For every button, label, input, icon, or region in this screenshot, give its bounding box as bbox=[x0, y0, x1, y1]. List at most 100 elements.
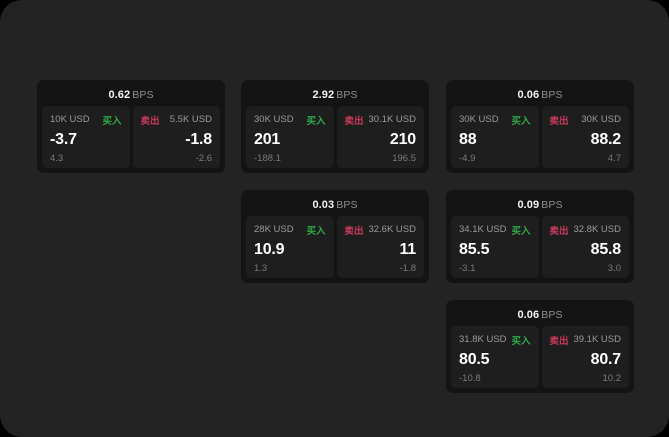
bps-unit: BPS bbox=[336, 89, 358, 101]
sell-action-label[interactable]: 卖出 bbox=[549, 115, 569, 127]
buy-size-label: 30K USD bbox=[459, 114, 499, 125]
card-body: 30K USD 买入 201 -188.1 卖出 30.1K USD 210 1… bbox=[246, 106, 424, 168]
buy-price: 85.5 bbox=[459, 241, 490, 258]
bps-value: 0.03 bbox=[312, 199, 335, 211]
quote-card[interactable]: 0.03 BPS 28K USD 买入 10.9 1.3 卖出 bbox=[241, 190, 429, 283]
buy-side-header: 30K USD 买入 bbox=[459, 113, 531, 127]
card-body: 10K USD 买入 -3.7 4.3 卖出 5.5K USD -1.8 -2.… bbox=[42, 106, 220, 168]
sell-delta: 3.0 bbox=[607, 263, 621, 274]
card-body: 34.1K USD 买入 85.5 -3.1 卖出 32.8K USD 85.8… bbox=[451, 216, 629, 278]
bps-value: 0.06 bbox=[517, 89, 540, 101]
card-header: 0.06 BPS bbox=[451, 85, 629, 102]
buy-side-panel[interactable]: 30K USD 买入 201 -188.1 bbox=[246, 106, 334, 168]
sell-side-header: 卖出 32.8K USD bbox=[549, 223, 622, 237]
sell-side-panel[interactable]: 卖出 32.6K USD 11 -1.8 bbox=[336, 216, 424, 278]
quote-card[interactable]: 0.06 BPS 30K USD 买入 88 -4.9 卖出 bbox=[446, 80, 634, 173]
buy-action-label[interactable]: 买入 bbox=[306, 225, 326, 237]
quote-card[interactable]: 0.09 BPS 34.1K USD 买入 85.5 -3.1 卖出 bbox=[446, 190, 634, 283]
bps-value: 0.62 bbox=[108, 89, 131, 101]
card-header: 0.09 BPS bbox=[451, 195, 629, 212]
sell-delta: -1.8 bbox=[399, 263, 416, 274]
bps-value: 0.09 bbox=[517, 199, 540, 211]
buy-price: 88 bbox=[459, 131, 477, 148]
buy-delta: -10.8 bbox=[459, 373, 481, 384]
sell-size-label: 30K USD bbox=[581, 114, 621, 125]
sell-delta: 10.2 bbox=[602, 373, 622, 384]
quote-column-2: 2.92 BPS 30K USD 买入 201 -188.1 卖出 bbox=[241, 80, 429, 300]
card-header: 0.06 BPS bbox=[451, 305, 629, 322]
sell-side-header: 卖出 32.6K USD bbox=[344, 223, 417, 237]
buy-delta: -3.1 bbox=[459, 263, 476, 274]
sell-side-panel[interactable]: 卖出 30.1K USD 210 196.5 bbox=[336, 106, 424, 168]
quote-column-1: 0.62 BPS 10K USD 买入 -3.7 4.3 卖出 bbox=[37, 80, 225, 190]
sell-size-label: 39.1K USD bbox=[573, 334, 621, 345]
buy-size-label: 34.1K USD bbox=[459, 224, 507, 235]
buy-delta: 1.3 bbox=[254, 263, 268, 274]
card-header: 0.03 BPS bbox=[246, 195, 424, 212]
bps-unit: BPS bbox=[132, 89, 154, 101]
card-body: 30K USD 买入 88 -4.9 卖出 30K USD 88.2 4.7 bbox=[451, 106, 629, 168]
sell-delta: 196.5 bbox=[392, 153, 416, 164]
card-body: 31.8K USD 买入 80.5 -10.8 卖出 39.1K USD 80.… bbox=[451, 326, 629, 388]
buy-price: 201 bbox=[254, 131, 281, 148]
sell-side-header: 卖出 5.5K USD bbox=[140, 113, 213, 127]
quote-card[interactable]: 0.06 BPS 31.8K USD 买入 80.5 -10.8 卖出 bbox=[446, 300, 634, 393]
buy-action-label[interactable]: 买入 bbox=[306, 115, 326, 127]
sell-side-header: 卖出 39.1K USD bbox=[549, 333, 622, 347]
bps-unit: BPS bbox=[541, 199, 563, 211]
buy-side-panel[interactable]: 31.8K USD 买入 80.5 -10.8 bbox=[451, 326, 539, 388]
buy-action-label[interactable]: 买入 bbox=[511, 225, 531, 237]
sell-size-label: 5.5K USD bbox=[169, 114, 212, 125]
buy-side-panel[interactable]: 28K USD 买入 10.9 1.3 bbox=[246, 216, 334, 278]
quote-column-3: 0.06 BPS 30K USD 买入 88 -4.9 卖出 bbox=[446, 80, 634, 410]
buy-action-label[interactable]: 买入 bbox=[102, 115, 122, 127]
buy-size-label: 28K USD bbox=[254, 224, 294, 235]
buy-size-label: 31.8K USD bbox=[459, 334, 507, 345]
buy-side-header: 30K USD 买入 bbox=[254, 113, 326, 127]
buy-size-label: 30K USD bbox=[254, 114, 294, 125]
sell-side-panel[interactable]: 卖出 30K USD 88.2 4.7 bbox=[541, 106, 629, 168]
buy-price: 80.5 bbox=[459, 351, 490, 368]
sell-side-header: 卖出 30K USD bbox=[549, 113, 622, 127]
sell-side-panel[interactable]: 卖出 39.1K USD 80.7 10.2 bbox=[541, 326, 629, 388]
buy-side-header: 34.1K USD 买入 bbox=[459, 223, 531, 237]
sell-action-label[interactable]: 卖出 bbox=[549, 335, 569, 347]
bps-unit: BPS bbox=[541, 309, 563, 321]
sell-side-panel[interactable]: 卖出 5.5K USD -1.8 -2.6 bbox=[132, 106, 220, 168]
sell-action-label[interactable]: 卖出 bbox=[140, 115, 160, 127]
sell-price: 210 bbox=[389, 131, 416, 148]
buy-side-header: 31.8K USD 买入 bbox=[459, 333, 531, 347]
sell-delta: 4.7 bbox=[607, 153, 621, 164]
buy-action-label[interactable]: 买入 bbox=[511, 335, 531, 347]
sell-price: 80.7 bbox=[590, 351, 622, 368]
sell-action-label[interactable]: 卖出 bbox=[344, 225, 364, 237]
buy-side-panel[interactable]: 10K USD 买入 -3.7 4.3 bbox=[42, 106, 130, 168]
sell-price: -1.8 bbox=[185, 131, 212, 148]
buy-delta: -4.9 bbox=[459, 153, 476, 164]
bps-value: 2.92 bbox=[312, 89, 335, 101]
quote-card[interactable]: 2.92 BPS 30K USD 买入 201 -188.1 卖出 bbox=[241, 80, 429, 173]
sell-size-label: 32.6K USD bbox=[368, 224, 416, 235]
sell-side-panel[interactable]: 卖出 32.8K USD 85.8 3.0 bbox=[541, 216, 629, 278]
buy-side-panel[interactable]: 34.1K USD 买入 85.5 -3.1 bbox=[451, 216, 539, 278]
sell-action-label[interactable]: 卖出 bbox=[549, 225, 569, 237]
buy-delta: -188.1 bbox=[254, 153, 281, 164]
bps-value: 0.06 bbox=[517, 309, 540, 321]
buy-price: -3.7 bbox=[50, 131, 77, 148]
sell-action-label[interactable]: 卖出 bbox=[344, 115, 364, 127]
card-header: 0.62 BPS bbox=[42, 85, 220, 102]
buy-delta: 4.3 bbox=[50, 153, 64, 164]
sell-price: 88.2 bbox=[590, 131, 622, 148]
quote-card-board: 0.62 BPS 10K USD 买入 -3.7 4.3 卖出 bbox=[37, 80, 634, 393]
sell-delta: -2.6 bbox=[195, 153, 212, 164]
quote-card[interactable]: 0.62 BPS 10K USD 买入 -3.7 4.3 卖出 bbox=[37, 80, 225, 173]
sell-size-label: 30.1K USD bbox=[368, 114, 416, 125]
sell-side-header: 卖出 30.1K USD bbox=[344, 113, 417, 127]
sell-price: 11 bbox=[399, 241, 416, 258]
card-header: 2.92 BPS bbox=[246, 85, 424, 102]
buy-side-panel[interactable]: 30K USD 买入 88 -4.9 bbox=[451, 106, 539, 168]
buy-side-header: 28K USD 买入 bbox=[254, 223, 326, 237]
bps-unit: BPS bbox=[541, 89, 563, 101]
buy-action-label[interactable]: 买入 bbox=[511, 115, 531, 127]
